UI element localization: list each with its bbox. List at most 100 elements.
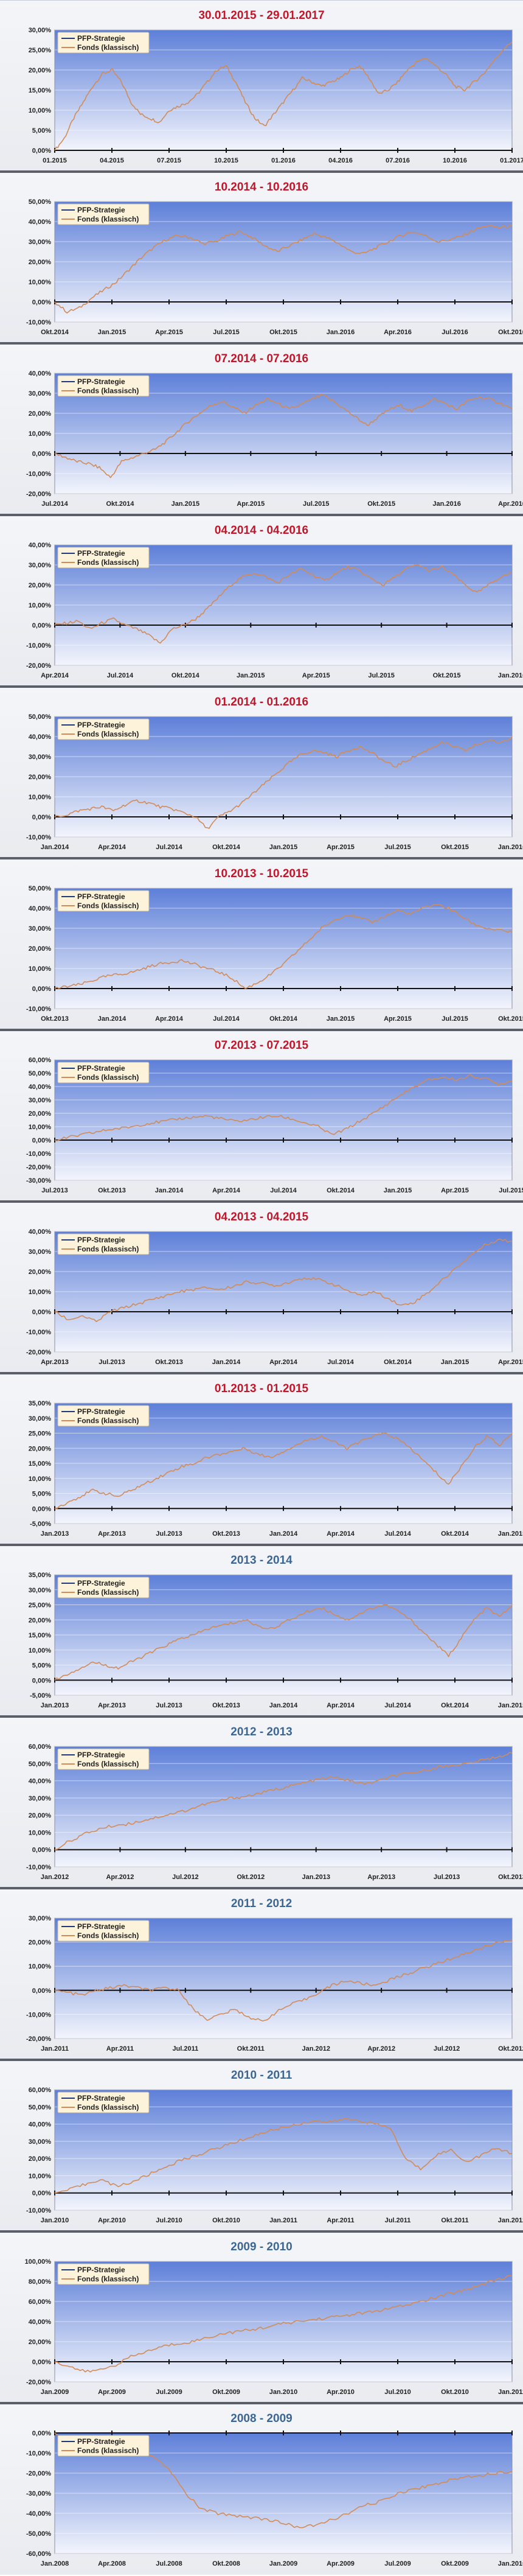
x-tick-label: Okt.2014 [441, 1702, 469, 1709]
y-tick-label: 40,00% [29, 2319, 52, 2326]
series-line-fonds [54, 1939, 513, 2021]
series-line-fonds [54, 1604, 513, 1681]
x-tick-label: Jul.2015 [499, 1187, 523, 1194]
x-tick-label: Jan.2014 [155, 1187, 184, 1194]
chart-svg: 01.2013 - 01.2015 -5,00% 0,00% 5,00% 10,00% 1… [29, 1382, 523, 1538]
x-tick-label: Apr.2014 [98, 844, 126, 851]
y-tick-label: -10,00% [26, 1864, 51, 1871]
y-tick-label: -20,00% [26, 491, 51, 498]
y-tick-label: -10,00% [26, 471, 51, 478]
x-tick-label: Apr.2010 [327, 2389, 355, 2396]
chart-title: 10.2013 - 10.2015 [215, 867, 309, 880]
x-tick-label: Jan.2009 [269, 2560, 297, 2567]
x-tick-label: Jan.2014 [41, 844, 69, 851]
y-tick-label: 30,00% [29, 1795, 52, 1802]
chart-title: 10.2014 - 10.2016 [215, 181, 308, 194]
x-tick-label: Jul.2014 [107, 672, 134, 679]
series-line-fonds [54, 564, 513, 644]
panel-divider [0, 2230, 523, 2233]
y-tick-label: 5,00% [32, 127, 51, 135]
chart-svg: 10.2013 - 10.2015 -10,00% 0,00% 10,00% 20,00… [26, 867, 523, 1023]
y-tick-label: 40,00% [29, 542, 52, 549]
x-tick-label: Jul.2015 [213, 329, 239, 336]
x-tick-label: Jan.2010 [41, 2217, 69, 2224]
chart-title: 2010 - 2011 [231, 2069, 293, 2082]
x-tick-label: Jul.2016 [442, 329, 468, 336]
panel-divider [0, 1372, 523, 1374]
legend-label-pfp: PFP-Strategie [77, 377, 125, 386]
x-tick-label: Jan.2014 [98, 1015, 126, 1023]
series-line-fonds [54, 1432, 513, 1510]
y-tick-label: 10,00% [29, 2172, 52, 2180]
x-tick-label: Jul.2015 [384, 844, 410, 851]
x-tick-label: Okt.2013 [98, 1187, 126, 1194]
chart-panel: 2010 - 2011 -10,00% 0,00% 10,00% 20,00% 30,00… [0, 2060, 523, 2231]
legend-label-fonds: Fonds (klassisch) [77, 387, 139, 395]
legend-box [57, 375, 150, 397]
y-tick-label: 0,00% [32, 1677, 51, 1684]
y-tick-label: 5,00% [32, 1662, 51, 1670]
y-tick-label: 40,00% [29, 733, 52, 741]
x-tick-label: Apr.2014 [327, 1702, 355, 1709]
chart-panel: 2013 - 2014 -5,00% 0,00% 5,00% 10,00% 15,00% 2… [0, 1545, 523, 1717]
panel-divider [0, 170, 523, 173]
x-tick-label: Jul.2013 [434, 1874, 460, 1881]
y-tick-label: 20,00% [29, 410, 52, 418]
y-tick-label: 60,00% [29, 2087, 52, 2094]
chart-panel: 10.2013 - 10.2015 -10,00% 0,00% 10,00% 20,00… [0, 858, 523, 1030]
chart-panel: 2009 - 2010 -20,00% 0,00% 20,00% 40,00% 60,00… [0, 2231, 523, 2403]
legend-label-fonds: Fonds (klassisch) [77, 1931, 139, 1940]
x-tick-label: Okt.2015 [441, 844, 469, 851]
chart-title: 2009 - 2010 [230, 2241, 292, 2253]
x-tick-label: Apr.2014 [155, 1015, 184, 1023]
panel-divider [0, 1544, 523, 1546]
legend-label-pfp: PFP-Strategie [77, 1236, 125, 1244]
x-tick-label: Jul.2010 [384, 2389, 410, 2396]
y-tick-label: 0,00% [32, 147, 51, 155]
legend-label-fonds: Fonds (klassisch) [77, 2103, 139, 2112]
chart-panel: 10.2014 - 10.2016 -10,00% 0,00% 10,00% 20,00… [0, 172, 523, 343]
y-tick-label: -10,00% [26, 2011, 51, 2018]
y-tick-label: 0,00% [32, 1137, 51, 1144]
chart-svg: 2011 - 2012 -20,00% -10,00% 0,00% 10,00% 20,0… [26, 1897, 523, 2053]
y-tick-label: -40,00% [26, 2510, 51, 2518]
x-tick-label: Apr.2016 [384, 329, 412, 336]
y-tick-label: -10,00% [26, 642, 51, 649]
legend-box [57, 2263, 150, 2285]
x-tick-label: Okt.2012 [498, 2045, 523, 2053]
chart-svg: 2010 - 2011 -10,00% 0,00% 10,00% 20,00% 30,00… [26, 2069, 523, 2224]
y-tick-label: 30,00% [29, 1097, 52, 1104]
x-tick-label: Apr.2015 [498, 1359, 523, 1366]
y-tick-label: 5,00% [32, 1491, 51, 1498]
y-tick-label: 20,00% [29, 1939, 52, 1947]
y-tick-label: 50,00% [29, 713, 52, 721]
x-tick-label: Apr.2015 [302, 672, 330, 679]
x-tick-label: Jul.2014 [327, 1359, 354, 1366]
x-tick-label: Jan.2011 [269, 2217, 297, 2224]
x-tick-label: Okt.2008 [212, 2560, 240, 2567]
y-tick-label: 0,00% [32, 1309, 51, 1316]
x-tick-label: Jan.2014 [212, 1359, 241, 1366]
y-tick-label: -20,00% [26, 2035, 51, 2043]
y-tick-label: 15,00% [29, 87, 52, 94]
legend-label-pfp: PFP-Strategie [77, 2266, 125, 2274]
x-tick-label: Jul.2013 [156, 1702, 182, 1709]
x-tick-label: Apr.2015 [327, 844, 355, 851]
x-tick-label: Jul.2013 [41, 1187, 68, 1194]
x-tick-label: Apr.2015 [237, 500, 265, 508]
x-tick-label: Okt.2013 [212, 1530, 240, 1538]
legend-label-pfp: PFP-Strategie [77, 1922, 125, 1931]
y-tick-label: 0,00% [32, 2430, 51, 2437]
chart-title: 07.2014 - 07.2016 [215, 352, 308, 365]
legend-box [57, 1577, 150, 1598]
legend-box [57, 32, 150, 54]
series-line-fonds [54, 224, 513, 313]
series-line-fonds [54, 1752, 513, 1850]
x-tick-label: Okt.2010 [212, 2217, 240, 2224]
x-tick-label: Okt.2014 [441, 1530, 469, 1538]
y-tick-label: 10,00% [29, 107, 52, 114]
x-tick-label: Jan.2015 [327, 1015, 355, 1023]
legend-label-fonds: Fonds (klassisch) [77, 1416, 139, 1425]
y-tick-label: -10,00% [26, 2450, 51, 2457]
y-tick-label: -20,00% [26, 662, 51, 670]
